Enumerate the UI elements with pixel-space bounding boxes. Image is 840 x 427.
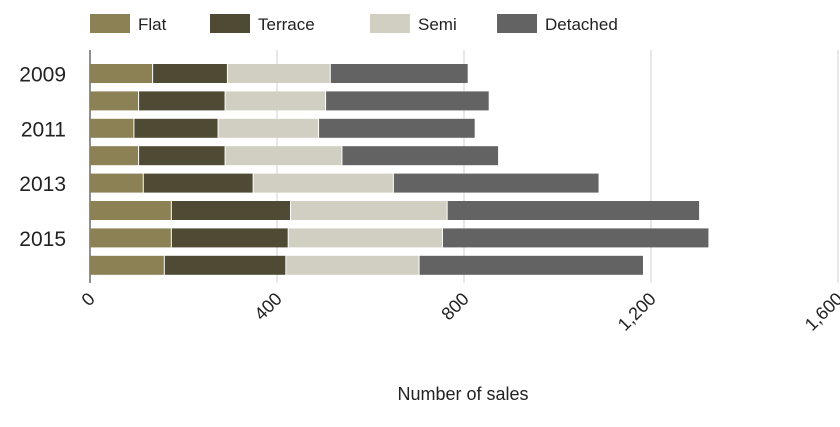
bars [90,64,709,275]
bar-row-2010 [90,91,489,111]
x-tick-label-1200: 1,200 [614,289,660,335]
bar-row-2009 [90,64,468,83]
bar-2016-detached [419,255,643,275]
x-tick-label-1600: 1,600 [801,289,840,335]
legend-label-detached: Detached [545,15,618,34]
x-tick-label-0: 0 [78,289,99,310]
legend-item-terrace: Terrace [210,14,315,34]
year-label-2015: 2015 [19,228,66,251]
bar-2011-flat [90,118,134,138]
x-axis-title: Number of sales [397,384,528,404]
bar-row-2011 [90,118,475,138]
bar-2014-flat [90,201,171,220]
bar-2010-flat [90,91,139,111]
x-tick-label-800: 800 [437,289,472,324]
legend-swatch-flat [90,14,130,33]
grid-lines [89,50,839,283]
bar-2016-terrace [164,255,286,275]
bar-2012-detached [342,146,499,166]
bar-2013-terrace [143,173,253,193]
bar-2011-terrace [134,118,218,138]
bar-2013-detached [393,173,599,193]
bar-2009-detached [330,64,468,83]
bar-2014-detached [447,201,700,220]
year-labels: 2009 2011 2013 2015 [19,64,66,251]
bar-row-2016 [90,255,643,275]
legend: Flat Terrace Semi Detached [90,14,618,34]
bar-row-2012 [90,146,499,166]
bar-2009-semi [227,64,330,83]
bar-row-2015 [90,228,709,248]
bar-2015-flat [90,228,171,248]
bar-2015-semi [288,228,442,248]
bar-2014-semi [291,201,447,220]
year-label-2013: 2013 [19,173,66,196]
bar-2010-semi [225,91,326,111]
bar-row-2013 [90,173,599,193]
bar-2009-flat [90,64,153,83]
legend-swatch-terrace [210,14,250,33]
bar-2011-semi [218,118,319,138]
legend-label-terrace: Terrace [258,15,315,34]
bar-2013-flat [90,173,143,193]
bar-2015-terrace [171,228,288,248]
legend-item-detached: Detached [497,14,618,34]
legend-item-semi: Semi [370,14,457,34]
bar-2013-semi [253,173,393,193]
x-tick-label-400: 400 [250,289,285,324]
bar-2012-semi [225,146,342,166]
legend-label-semi: Semi [418,15,457,34]
bar-2012-flat [90,146,139,166]
legend-label-flat: Flat [138,15,167,34]
bar-2014-terrace [171,201,291,220]
legend-item-flat: Flat [90,14,167,34]
legend-swatch-semi [370,14,410,33]
bar-2010-terrace [139,91,225,111]
bar-row-2014 [90,201,700,220]
bar-2009-terrace [153,64,227,83]
bar-2016-flat [90,255,164,275]
bar-2016-semi [286,255,419,275]
bar-2015-detached [442,228,709,248]
bar-2011-detached [319,118,475,138]
legend-swatch-detached [497,14,537,33]
bar-2010-detached [326,91,489,111]
year-label-2011: 2011 [21,118,66,141]
year-label-2009: 2009 [19,64,66,87]
x-axis: 0 400 800 1,200 1,600 [78,289,840,335]
bar-2012-terrace [139,146,225,166]
